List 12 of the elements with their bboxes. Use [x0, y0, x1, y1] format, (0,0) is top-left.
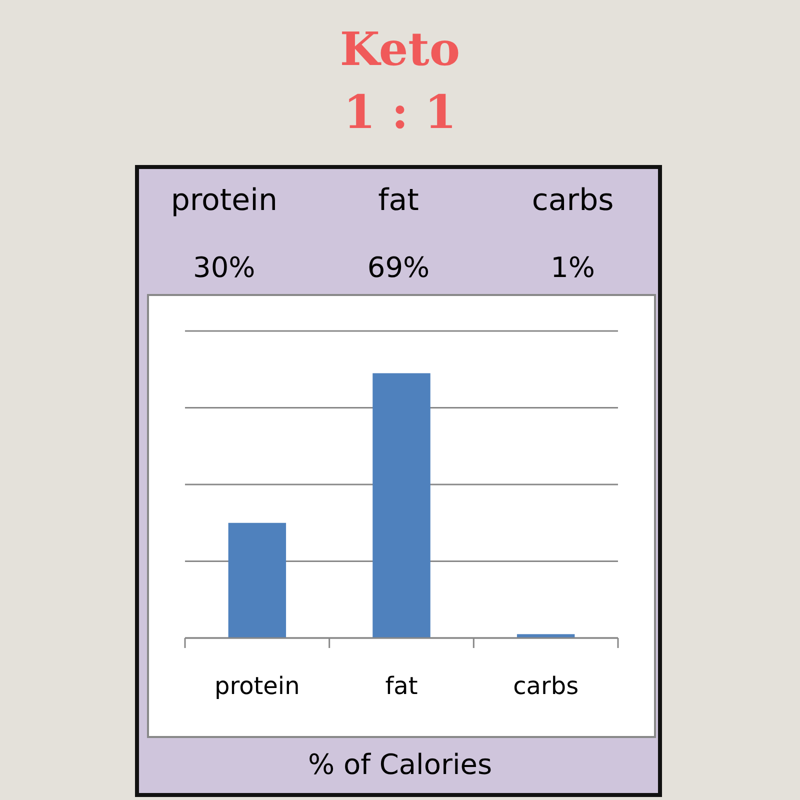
chart-subtitle: 1 : 1 — [343, 85, 457, 139]
data-label: 1% — [550, 251, 596, 284]
data-label: 69% — [367, 251, 430, 284]
x-tick-label: protein — [170, 183, 278, 218]
x-axis-title: % of Calories — [308, 748, 492, 781]
category-label: fat — [385, 672, 418, 700]
category-label: protein — [214, 672, 300, 700]
x-tick-label: fat — [378, 183, 420, 218]
chart-title: Keto — [340, 22, 460, 76]
x-tick-label: carbs — [532, 183, 614, 218]
category-label: carbs — [513, 672, 579, 700]
data-label: 30% — [193, 251, 256, 284]
